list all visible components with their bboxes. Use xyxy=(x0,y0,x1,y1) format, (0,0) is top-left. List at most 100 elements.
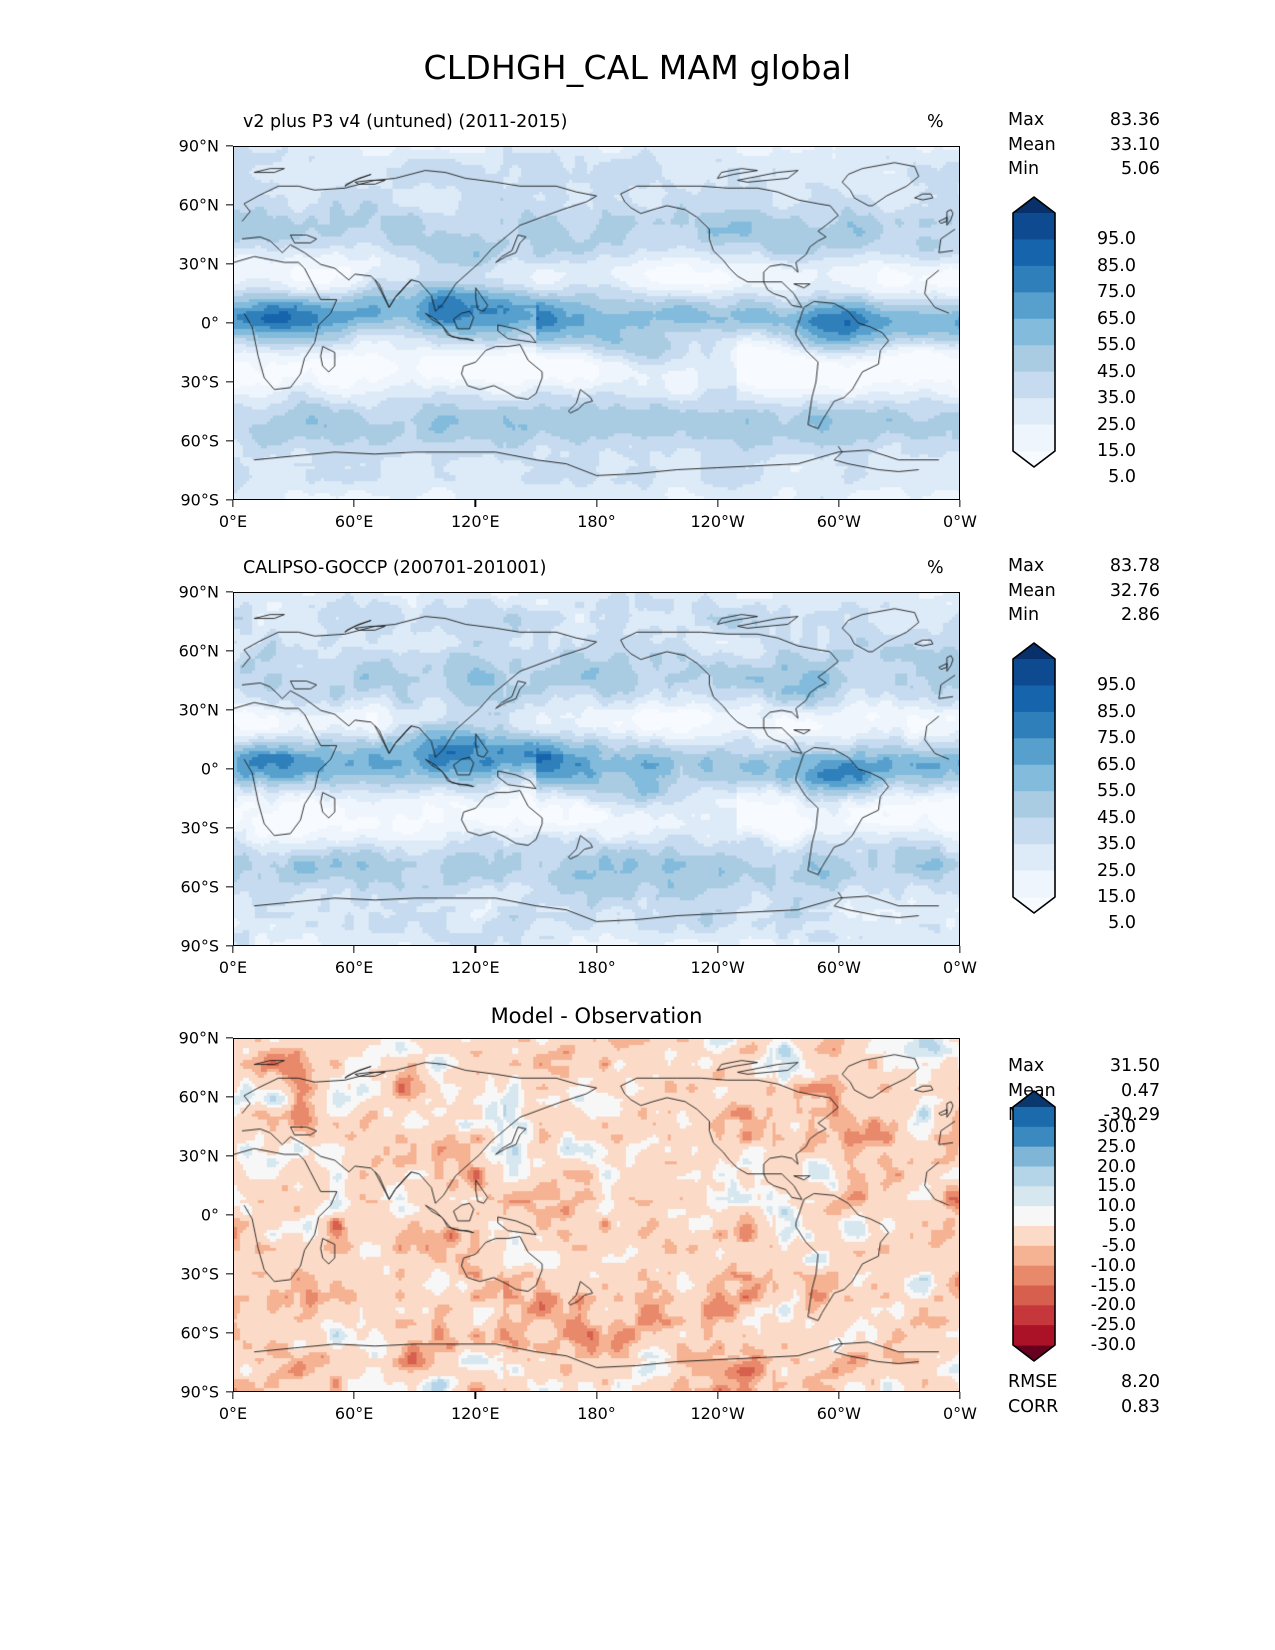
ytick-label: 90°N xyxy=(178,1028,219,1048)
footer-stat-value: 8.20 xyxy=(1121,1372,1160,1392)
xtick-label: 60°W xyxy=(816,958,861,977)
xtick-label: 120°W xyxy=(690,512,745,531)
colorbar-band xyxy=(1013,1245,1055,1267)
ytick-label: 60°N xyxy=(178,1087,219,1107)
stat-label: Max xyxy=(1008,556,1045,576)
colorbar-label: 45.0 xyxy=(1097,807,1136,828)
ytick-mark xyxy=(226,886,233,888)
colorbar-label: 15.0 xyxy=(1097,887,1136,907)
ytick-mark xyxy=(226,1214,233,1216)
xtick-label: 0°W xyxy=(943,512,977,531)
stats-model: Max 83.36 Mean 33.10 Min 5.06 xyxy=(1008,108,1160,182)
ytick-mark xyxy=(226,204,233,206)
ytick-mark xyxy=(226,591,233,593)
ytick-mark xyxy=(226,650,233,652)
ytick-mark xyxy=(226,1273,233,1275)
colorbar-label: -30.0 xyxy=(1090,1335,1136,1355)
ytick-mark xyxy=(226,499,233,501)
ytick-mark xyxy=(226,768,233,770)
colorbar-band xyxy=(1013,791,1055,819)
colorbar-band xyxy=(1013,817,1055,845)
ytick-label: 30°N xyxy=(178,1146,219,1166)
colorbar-band xyxy=(1013,764,1055,792)
xtick-mark xyxy=(838,1392,840,1399)
ytick-mark xyxy=(226,381,233,383)
colorbar-band xyxy=(1013,1186,1055,1207)
colorbar-label: -15.0 xyxy=(1090,1275,1136,1296)
colorbar-band xyxy=(1013,239,1055,267)
xtick-mark xyxy=(474,1392,476,1399)
panel-title-model: v2 plus P3 v4 (untuned) (2011-2015) xyxy=(243,112,568,132)
stat-value: -30.29 xyxy=(1103,1105,1160,1125)
colorbar-band xyxy=(1013,1146,1055,1168)
xtick-mark xyxy=(595,1392,598,1399)
ytick-label: 30°N xyxy=(178,254,219,274)
colorbar-band xyxy=(1013,1226,1055,1247)
ytick-mark xyxy=(226,827,233,829)
panel-units-model: % xyxy=(927,112,944,132)
colorbar-label: 45.0 xyxy=(1097,361,1136,382)
colorbar-model xyxy=(1012,196,1056,468)
colorbar-label: 85.0 xyxy=(1097,255,1136,276)
stat-label: Max xyxy=(1008,110,1045,130)
xtick-label: 0°W xyxy=(943,958,977,977)
xtick-label: 120°W xyxy=(690,1404,745,1423)
colorbar-label: 15.0 xyxy=(1097,441,1136,461)
xtick-label: 0°W xyxy=(943,1404,977,1423)
colorbar-band xyxy=(1013,1265,1055,1287)
ytick-label: 90°N xyxy=(178,582,219,602)
ytick-label: 90°S xyxy=(180,936,219,956)
colorbar-label: 35.0 xyxy=(1097,388,1136,409)
stat-value: 32.76 xyxy=(1109,580,1160,601)
xtick-label: 180° xyxy=(577,1404,616,1423)
ytick-mark xyxy=(226,440,233,442)
colorbar-label: -25.0 xyxy=(1090,1315,1136,1336)
ytick-label: 60°S xyxy=(180,431,219,451)
xtick-mark xyxy=(232,1392,234,1399)
ytick-mark xyxy=(226,1391,233,1393)
ytick-mark xyxy=(226,709,233,711)
colorbar-band xyxy=(1013,1305,1055,1326)
stat-label: Max xyxy=(1008,1056,1045,1076)
xtick-mark xyxy=(959,1392,961,1399)
stat-row: Mean 0.47 xyxy=(1008,1079,1160,1104)
stat-label: Mean xyxy=(1008,580,1056,601)
ytick-label: 30°N xyxy=(178,700,219,720)
xtick-mark xyxy=(595,946,598,953)
colorbar-label: 95.0 xyxy=(1097,229,1136,250)
stat-value: 83.78 xyxy=(1109,556,1160,576)
xtick-label: 60°W xyxy=(816,512,861,531)
stat-label: Mean xyxy=(1008,1080,1056,1101)
colorbar-band xyxy=(1013,345,1055,373)
ytick-label: 60°N xyxy=(178,641,219,661)
colorbar-label: 5.0 xyxy=(1108,1216,1136,1236)
colorbar-label: 5.0 xyxy=(1108,467,1136,488)
ytick-label: 0° xyxy=(200,313,219,333)
colorbar-observation xyxy=(1012,642,1056,914)
colorbar-label: -5.0 xyxy=(1101,1235,1136,1256)
colorbar-label: 35.0 xyxy=(1097,834,1136,855)
colorbar-band xyxy=(1013,1166,1055,1187)
xtick-mark xyxy=(232,500,234,507)
xtick-label: 120°W xyxy=(690,958,745,977)
xtick-mark xyxy=(353,1392,355,1399)
colorbar-band xyxy=(1013,265,1055,293)
colorbar-band xyxy=(1013,738,1055,766)
colorbar-label: 5.0 xyxy=(1108,913,1136,934)
xtick-label: 60°W xyxy=(816,1404,861,1423)
colorbar-band xyxy=(1013,371,1055,399)
footer-stats-difference: RMSE 8.20 CORR 0.83 xyxy=(1008,1370,1160,1419)
ytick-mark xyxy=(226,1037,233,1039)
stat-row: Max 31.50 xyxy=(1008,1054,1160,1079)
stat-value: 31.50 xyxy=(1109,1056,1160,1076)
colorbar-band xyxy=(1013,1206,1055,1227)
colorbar-band xyxy=(1013,424,1055,452)
xtick-label: 60°E xyxy=(334,512,374,531)
xtick-label: 0°E xyxy=(218,512,248,531)
stat-row: Mean 32.76 xyxy=(1008,579,1160,604)
colorbar-swatches xyxy=(1012,642,1056,914)
colorbar-label: 30.0 xyxy=(1097,1116,1136,1137)
ytick-mark xyxy=(226,263,233,265)
colorbar-label: 10.0 xyxy=(1097,1196,1136,1217)
